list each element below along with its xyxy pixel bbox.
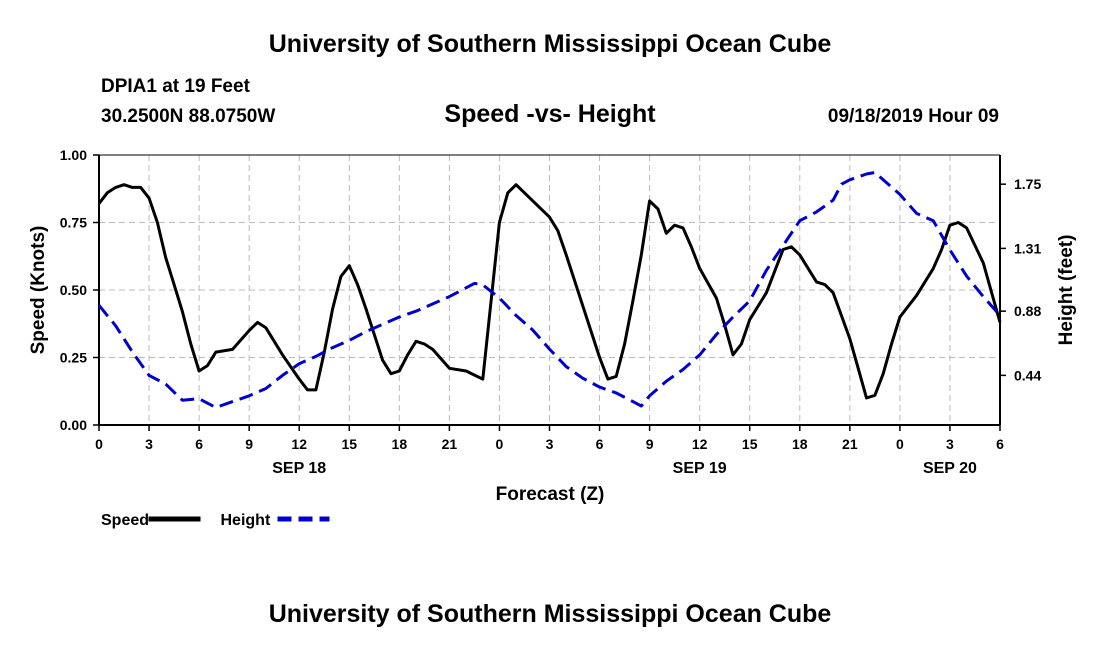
x-tick-label: 3 xyxy=(946,436,954,452)
chart-top-title: University of Southern Mississippi Ocean… xyxy=(268,30,832,58)
x-date-label: SEP 19 xyxy=(673,460,727,477)
x-date-label: SEP 20 xyxy=(923,460,977,477)
x-tick-label: 6 xyxy=(996,436,1004,452)
x-tick-label: 18 xyxy=(392,436,408,452)
x-tick-label: 15 xyxy=(742,436,758,452)
x-tick-label: 9 xyxy=(646,436,654,452)
y-tick-label: 0.75 xyxy=(60,215,87,231)
series-line-speed xyxy=(97,183,1002,400)
y-tick-label: 0.50 xyxy=(60,282,87,298)
y2-tick-label: 0.44 xyxy=(1014,367,1041,383)
station-label: DPIA1 at 19 Feet xyxy=(101,76,250,97)
x-tick-label: 21 xyxy=(842,436,858,452)
legend-label-height: Height xyxy=(221,512,271,529)
x-tick-label: 3 xyxy=(145,436,153,452)
x-tick-label: 3 xyxy=(546,436,554,452)
y2-axis-label: Height (feet) xyxy=(1056,235,1077,346)
legend-label-speed: Speed xyxy=(101,512,149,529)
tick-labels: 0 3 6 9 12 15 18 21 0 3 6 9 12 15 18 21 0 3 6 SEP 18 SEP 19 S… xyxy=(60,147,1042,477)
x-tick-label: 6 xyxy=(195,436,203,452)
chart-bottom-title: University of Southern Mississippi Ocean… xyxy=(268,600,832,628)
x-tick-label: 0 xyxy=(896,436,904,452)
y-tick-label: 0.25 xyxy=(60,350,87,366)
y2-tick-label: 1.31 xyxy=(1014,240,1041,256)
x-tick-label: 6 xyxy=(596,436,604,452)
chart-subtitle: Speed -vs- Height xyxy=(444,100,656,128)
y-tick-label: 0.00 xyxy=(60,417,87,433)
y2-tick-label: 0.88 xyxy=(1014,303,1041,319)
x-tick-label: 12 xyxy=(692,436,708,452)
x-axis-label: Forecast (Z) xyxy=(496,484,605,505)
forecast-datetime: 09/18/2019 Hour 09 xyxy=(827,106,999,127)
x-tick-label: 18 xyxy=(792,436,808,452)
y-tick-label: 1.00 xyxy=(60,147,87,163)
x-tick-label: 15 xyxy=(341,436,357,452)
series-line-height xyxy=(97,171,1002,409)
series-lines xyxy=(97,171,1002,409)
x-date-label: SEP 18 xyxy=(272,460,326,477)
x-tick-label: 0 xyxy=(496,436,504,452)
x-tick-label: 9 xyxy=(245,436,253,452)
x-tick-label: 12 xyxy=(291,436,307,452)
x-tick-label: 0 xyxy=(95,436,103,452)
x-tick-label: 21 xyxy=(442,436,458,452)
chart-axes xyxy=(93,154,1006,431)
legend: Speed Height xyxy=(101,512,330,529)
station-coords: 30.2500N 88.0750W xyxy=(101,106,276,127)
y2-tick-label: 1.75 xyxy=(1014,176,1041,192)
grid-lines xyxy=(98,154,1001,426)
y-axis-label: Speed (Knots) xyxy=(28,226,49,355)
